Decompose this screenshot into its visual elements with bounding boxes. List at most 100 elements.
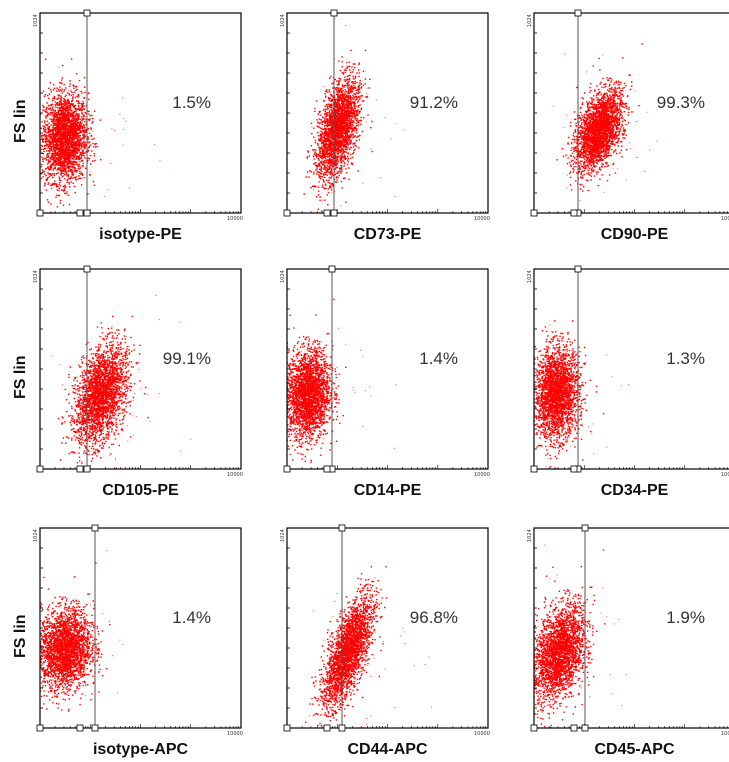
y-max-tick-label: 1024 (527, 270, 533, 283)
gate-handle-bottom (76, 724, 84, 732)
x-axis-label: CD14-PE (353, 482, 422, 499)
y-max-tick-label: 1024 (527, 529, 533, 542)
event-dots (556, 43, 643, 192)
dot-cloud (303, 17, 405, 212)
gate-handle-top (83, 9, 91, 17)
plot-frame (533, 12, 729, 214)
dot-cloud (51, 295, 192, 469)
gate-percentage: 1.5% (172, 93, 211, 112)
gate-handle-bottom (323, 724, 331, 732)
gate-handle-top (574, 9, 582, 17)
gate-handle-top (574, 265, 582, 273)
event-dots (534, 549, 606, 728)
origin-handle (283, 465, 291, 473)
dot-cloud (40, 58, 161, 213)
gate-handle-bottom (570, 724, 578, 732)
event-dots (40, 58, 102, 213)
event-dots (305, 566, 388, 728)
event-dots (303, 49, 373, 212)
x-axis-label: CD44-APC (347, 741, 428, 758)
gate-handle-bottom (581, 724, 589, 732)
gate-handle-top (338, 524, 346, 532)
dot-cloud (534, 544, 627, 728)
event-dots (57, 315, 149, 469)
origin-handle (530, 209, 538, 217)
gate-handle-bottom (83, 209, 91, 217)
origin-handle (530, 724, 538, 732)
x-axis-label: CD105-PE (102, 482, 179, 499)
dot-cloud (40, 550, 124, 712)
x-max-tick-label: 10000 (721, 731, 729, 737)
flow-plot-1: 1024 10000 (33, 9, 243, 222)
gate-percentage: 1.9% (666, 608, 705, 627)
y-max-tick-label: 1024 (280, 14, 286, 27)
x-max-tick-label: 10000 (474, 472, 490, 478)
gate-handle-bottom (76, 465, 84, 473)
gate-handle-top (330, 9, 338, 17)
gate-handle-bottom (76, 209, 84, 217)
flow-plot-5: 1024 10000 (280, 265, 490, 478)
x-max-tick-label: 10000 (721, 216, 729, 222)
gate-percentage: 91.2% (409, 93, 458, 112)
y-max-tick-label: 1024 (33, 14, 39, 27)
plot-frame (286, 527, 489, 729)
flow-plot-8: 1024 10000 (280, 524, 490, 737)
x-axis-label: CD90-PE (600, 226, 669, 243)
origin-handle (530, 465, 538, 473)
gate-handle-bottom (91, 724, 99, 732)
origin-handle (36, 209, 44, 217)
x-max-tick-label: 10000 (721, 472, 729, 478)
origin-handle (36, 465, 44, 473)
dot-cloud (305, 566, 432, 728)
x-axis-label: isotype-APC (92, 741, 189, 758)
flow-plot-6: 1024 10000 (527, 265, 729, 478)
gate-handle-top (328, 265, 336, 273)
y-max-tick-label: 1024 (33, 529, 39, 542)
flow-plot-3: 1024 10000 (527, 9, 729, 222)
y-max-tick-label: 1024 (280, 270, 286, 283)
x-max-tick-label: 10000 (227, 731, 243, 737)
dot-cloud (287, 298, 397, 464)
y-axis-label: FS lin (12, 355, 29, 399)
y-max-tick-label: 1024 (33, 270, 39, 283)
flow-plot-2: 1024 10000 (280, 9, 490, 222)
dot-cloud (534, 320, 629, 469)
gate-handle-top (91, 524, 99, 532)
x-axis-label: isotype-PE (99, 226, 182, 243)
gate-handle-top (581, 524, 589, 532)
gate-percentage: 1.4% (419, 349, 458, 368)
gate-percentage: 96.8% (409, 608, 458, 627)
x-max-tick-label: 10000 (227, 472, 243, 478)
gate-handle-bottom (323, 465, 331, 473)
flow-plot-7: 1024 10000 (33, 524, 243, 737)
x-axis-label: CD45-APC (594, 741, 675, 758)
y-axis-label: FS lin (12, 99, 29, 143)
x-max-tick-label: 10000 (474, 216, 490, 222)
x-axis-label: CD34-PE (600, 482, 669, 499)
gate-handle-bottom (323, 209, 331, 217)
gate-handle-top (83, 265, 91, 273)
gate-handle-bottom (338, 724, 346, 732)
origin-handle (283, 209, 291, 217)
flow-plot-4: 1024 10000 (33, 265, 243, 478)
gate-handle-bottom (330, 209, 338, 217)
gate-handle-bottom (570, 465, 578, 473)
gate-handle-bottom (570, 209, 578, 217)
flow-plot-9: 1024 10000 (527, 524, 729, 737)
origin-handle (36, 724, 44, 732)
x-max-tick-label: 10000 (474, 731, 490, 737)
gate-percentage: 99.3% (656, 93, 705, 112)
gate-percentage: 1.4% (172, 608, 211, 627)
gate-percentage: 99.1% (162, 349, 211, 368)
event-dots (534, 320, 605, 469)
y-max-tick-label: 1024 (527, 14, 533, 27)
gate-percentage: 1.3% (666, 349, 705, 368)
x-max-tick-label: 10000 (227, 216, 243, 222)
origin-handle (283, 724, 291, 732)
y-axis-label: FS lin (12, 614, 29, 658)
event-dots (287, 298, 347, 464)
x-axis-label: CD73-PE (353, 226, 422, 243)
plot-frame (286, 12, 489, 214)
